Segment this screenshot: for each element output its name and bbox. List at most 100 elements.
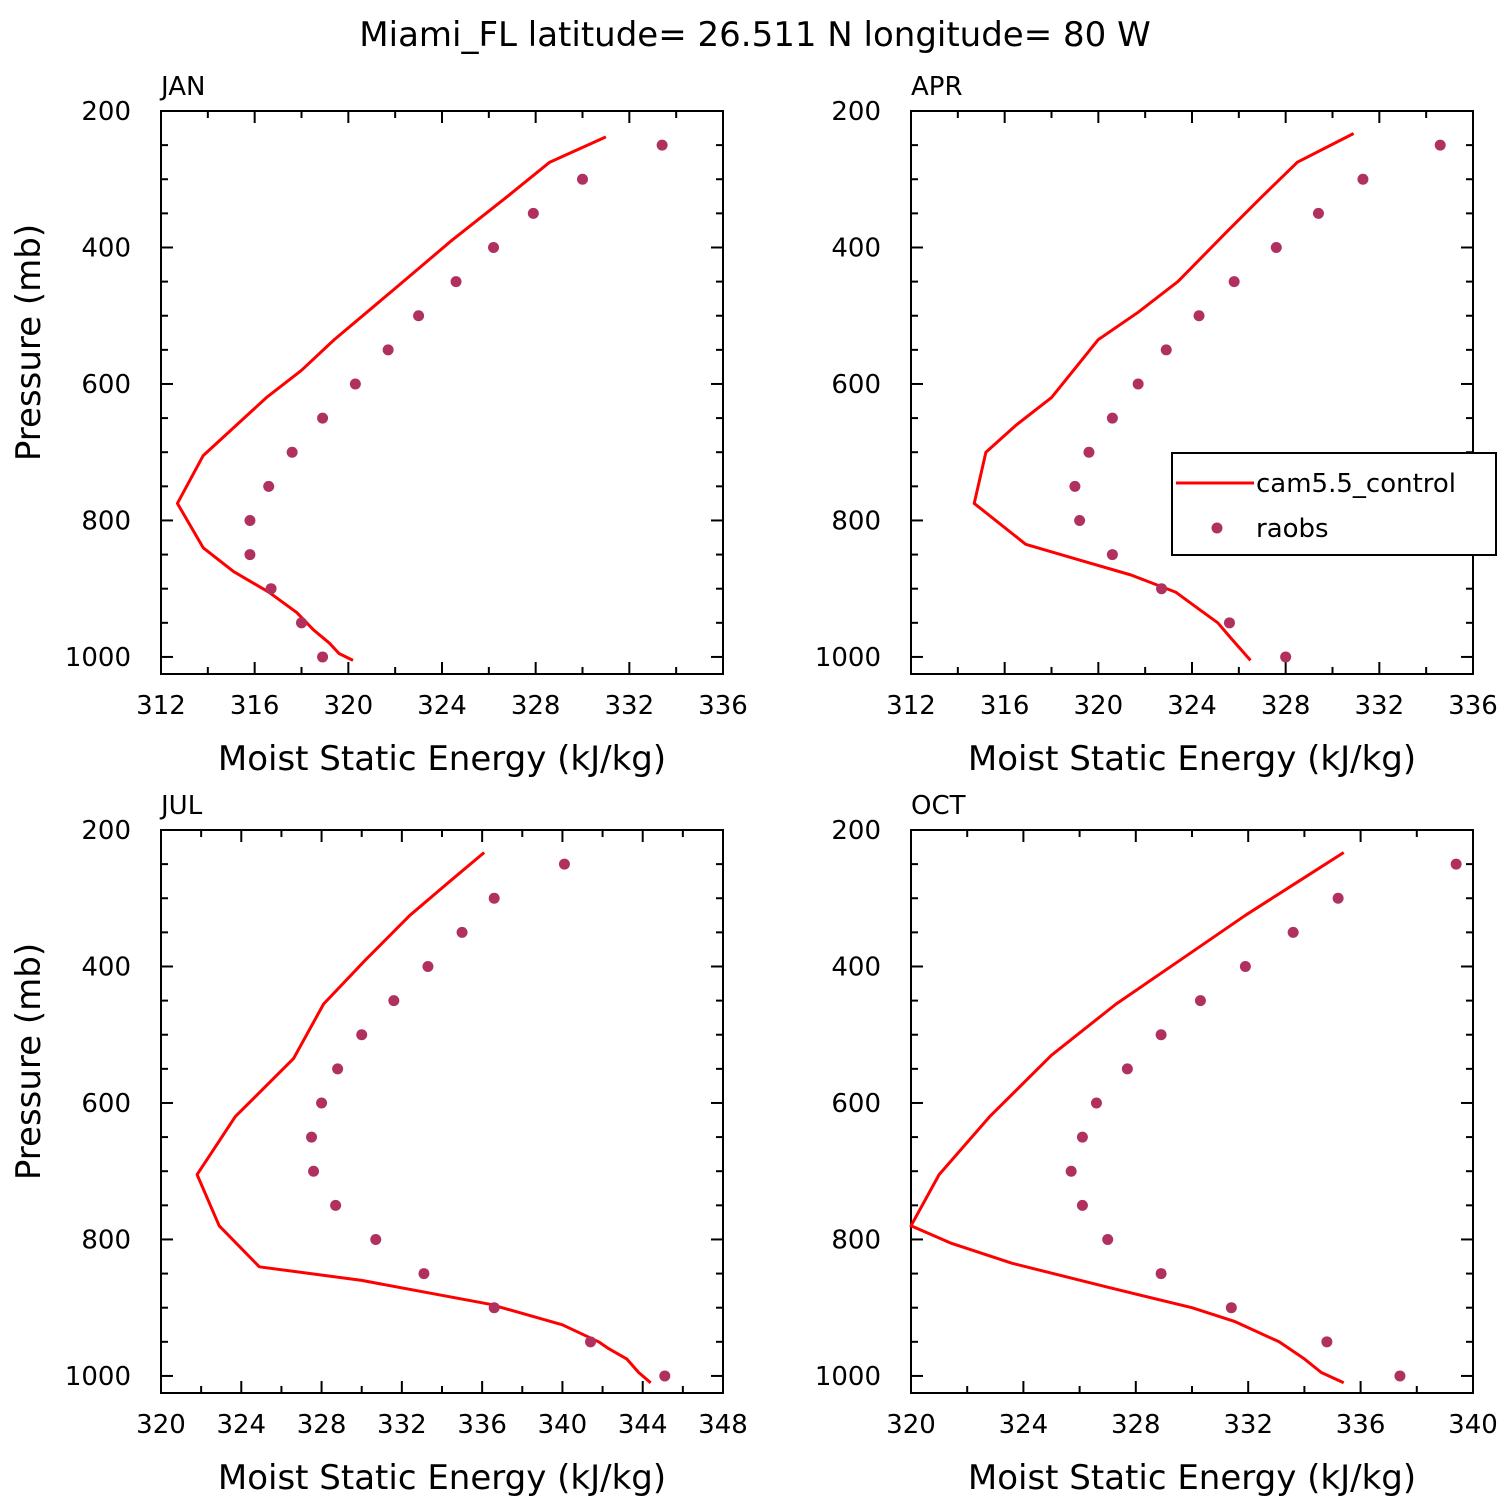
figure-title: Miami_FL latitude= 26.511 N longitude= 8… <box>359 15 1150 55</box>
legend-marker-swatch <box>1211 522 1223 534</box>
x-tick-label: 320 <box>136 1410 186 1440</box>
x-tick-label: 328 <box>511 691 561 721</box>
y-tick-label: 600 <box>81 370 131 400</box>
data-point-raobs <box>418 1268 430 1280</box>
plot-frame <box>910 110 1474 675</box>
data-point-raobs <box>306 1131 318 1143</box>
plot-frame <box>160 829 724 1394</box>
data-point-raobs <box>1121 1063 1133 1075</box>
data-point-raobs <box>1076 1131 1088 1143</box>
data-point-raobs <box>388 995 400 1007</box>
x-tick-label: 332 <box>1223 1410 1273 1440</box>
legend-label: raobs <box>1256 514 1329 544</box>
data-point-raobs <box>585 1336 597 1348</box>
data-point-raobs <box>1155 1029 1167 1041</box>
data-point-raobs <box>656 139 668 151</box>
x-tick-label: 332 <box>1355 691 1405 721</box>
data-point-raobs <box>577 173 588 185</box>
data-point-raobs <box>356 1029 368 1041</box>
y-tick-label: 800 <box>831 506 881 536</box>
y-axis-label: Pressure (mb) <box>9 943 49 1180</box>
data-point-raobs <box>1065 1165 1077 1177</box>
y-tick-label: 400 <box>81 233 131 263</box>
series-line-cam5.5_control <box>909 851 1345 1385</box>
x-tick-label: 344 <box>618 1410 668 1440</box>
x-tick-label: 316 <box>230 691 280 721</box>
panel-label: OCT <box>911 791 966 821</box>
panel-label: APR <box>911 72 963 102</box>
x-tick-label: 332 <box>605 691 655 721</box>
x-tick-label: 312 <box>886 691 936 721</box>
y-tick-label: 1000 <box>815 1362 881 1392</box>
data-point-raobs <box>244 549 256 561</box>
x-tick-label: 316 <box>980 691 1030 721</box>
data-point-raobs <box>1160 344 1172 356</box>
data-point-raobs <box>317 412 329 424</box>
x-tick-label: 336 <box>1336 1410 1386 1440</box>
plot-frame <box>160 110 724 675</box>
data-point-raobs <box>1450 858 1462 870</box>
x-tick-label: 340 <box>538 1410 588 1440</box>
y-tick-label: 1000 <box>815 643 881 673</box>
series-line-cam5.5_control <box>195 851 652 1384</box>
panel-apr: 312 316 320 324 328 332 336 200 400 600 800 1000 APR… <box>815 72 1498 779</box>
data-point-raobs <box>1074 514 1086 526</box>
x-tick-label: 324 <box>216 1410 266 1440</box>
x-tick-label: 324 <box>1167 691 1217 721</box>
data-point-raobs <box>1270 241 1282 253</box>
x-tick-label: 320 <box>1074 691 1124 721</box>
data-point-raobs <box>558 858 570 870</box>
data-point-raobs <box>1225 1302 1237 1314</box>
panel-jan: 312 316 320 324 328 332 336 200 400 600 800 1000 JAN… <box>9 72 748 779</box>
data-point-raobs <box>1223 617 1235 629</box>
y-tick-label: 400 <box>831 233 881 263</box>
y-tick-label: 200 <box>831 816 881 846</box>
x-tick-label: 348 <box>698 1410 748 1440</box>
panels-container: 312 316 320 324 328 332 336 200 400 600 800 1000 JAN… <box>9 72 1498 1498</box>
x-axis-label: Moist Static Energy (kJ/kg) <box>968 1458 1416 1498</box>
data-point-raobs <box>659 1370 671 1382</box>
data-point-raobs <box>413 310 425 322</box>
series-line-cam5.5_control <box>972 132 1355 662</box>
x-tick-label: 324 <box>417 691 467 721</box>
data-point-raobs <box>1287 926 1299 938</box>
x-tick-label: 336 <box>1448 691 1498 721</box>
y-tick-label: 400 <box>831 952 881 982</box>
y-tick-label: 800 <box>81 1225 131 1255</box>
y-tick-label: 800 <box>831 1225 881 1255</box>
x-tick-label: 312 <box>136 691 186 721</box>
panel-oct: 320 324 328 332 336 340 200 400 600 800 1000 OCT Moi… <box>815 791 1498 1498</box>
panel-label: JAN <box>159 72 205 102</box>
data-point-raobs <box>332 1063 344 1075</box>
y-tick-label: 1000 <box>65 643 131 673</box>
data-point-raobs <box>1090 1097 1102 1109</box>
y-tick-label: 200 <box>81 816 131 846</box>
data-point-raobs <box>308 1165 320 1177</box>
x-tick-label: 328 <box>297 1410 347 1440</box>
panel-label: JUL <box>159 791 203 821</box>
data-point-raobs <box>1228 276 1240 288</box>
data-point-raobs <box>296 617 307 629</box>
data-point-raobs <box>488 1302 500 1314</box>
data-point-raobs <box>456 926 468 938</box>
y-tick-label: 1000 <box>65 1362 131 1392</box>
data-point-raobs <box>1069 480 1081 492</box>
data-point-raobs <box>317 651 329 663</box>
series-line-cam5.5_control <box>175 135 607 662</box>
data-point-raobs <box>1155 1268 1167 1280</box>
data-point-raobs <box>244 514 256 526</box>
y-tick-label: 600 <box>81 1089 131 1119</box>
data-point-raobs <box>1106 549 1118 561</box>
data-point-raobs <box>349 378 361 390</box>
data-point-raobs <box>1434 139 1446 151</box>
data-point-raobs <box>382 344 394 356</box>
data-point-raobs <box>1321 1336 1333 1348</box>
x-tick-label: 328 <box>1111 1410 1161 1440</box>
data-point-raobs <box>265 583 277 595</box>
data-point-raobs <box>422 960 434 972</box>
data-point-raobs <box>1106 412 1118 424</box>
legend-label: cam5.5_control <box>1256 469 1456 499</box>
data-point-raobs <box>286 446 298 458</box>
data-point-raobs <box>1312 207 1324 219</box>
